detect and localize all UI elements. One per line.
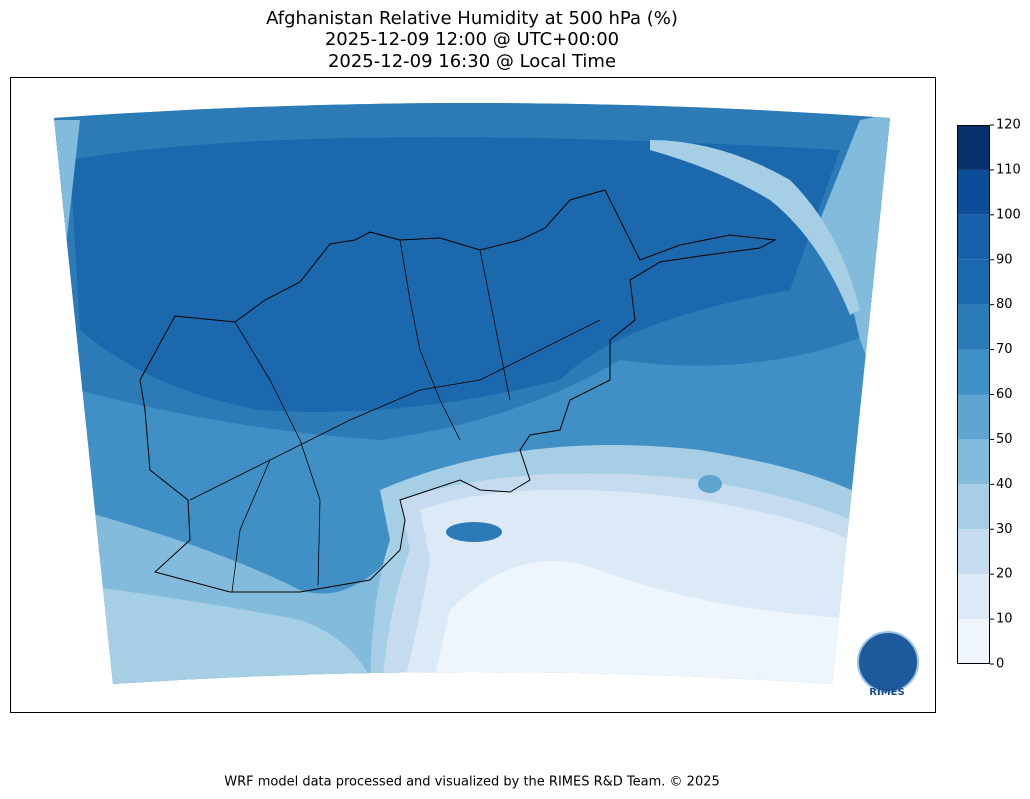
colorbar-tick-label: 10 (996, 612, 1013, 627)
logo-emblem (857, 631, 919, 693)
field-region (70, 137, 840, 412)
colorbar-tick-label: 40 (996, 477, 1013, 492)
field-region (650, 140, 860, 315)
colorbar-band (957, 394, 990, 440)
colorbar-band (957, 439, 990, 485)
colorbar-tick-label: 70 (996, 342, 1013, 357)
title-line: 2025-12-09 12:00 @ UTC+00:00 (325, 29, 619, 50)
field-region (430, 561, 870, 684)
colorbar-tick-label: 0 (996, 657, 1004, 672)
colorbar-band (957, 574, 990, 620)
colorbar-band (957, 259, 990, 305)
colorbar-band (957, 529, 990, 575)
colorbar-band (957, 169, 990, 215)
title-line: Afghanistan Relative Humidity at 500 hPa… (266, 8, 678, 29)
colorbar-frame (957, 125, 990, 664)
colorbar-tick-label: 50 (996, 432, 1013, 447)
colorbar-tick-label: 120 (996, 118, 1021, 133)
field-region (446, 522, 502, 542)
colorbar-band (957, 349, 990, 395)
colorbar-band (957, 484, 990, 530)
colorbar-tick-label: 110 (996, 162, 1021, 177)
field-region (698, 475, 722, 493)
colorbar-tick-label: 30 (996, 522, 1013, 537)
colorbar-tick-label: 90 (996, 252, 1013, 267)
colorbar-band (957, 214, 990, 260)
colorbar-tick-label: 100 (996, 207, 1021, 222)
title-line: 2025-12-09 16:30 @ Local Time (328, 51, 616, 72)
logo-text: RIMES (869, 687, 904, 698)
country-border (139, 189, 777, 593)
humidity-field (54, 103, 890, 684)
colorbar-tick-label: 80 (996, 297, 1013, 312)
field-region (54, 580, 380, 684)
footer: WRF model data processed and visualized … (224, 775, 720, 790)
colorbar-band (957, 125, 990, 170)
colorbar-band (957, 619, 990, 664)
colorbar-tick-label: 20 (996, 567, 1013, 582)
colorbar-band (957, 304, 990, 350)
colorbar-tick-label: 60 (996, 387, 1013, 402)
